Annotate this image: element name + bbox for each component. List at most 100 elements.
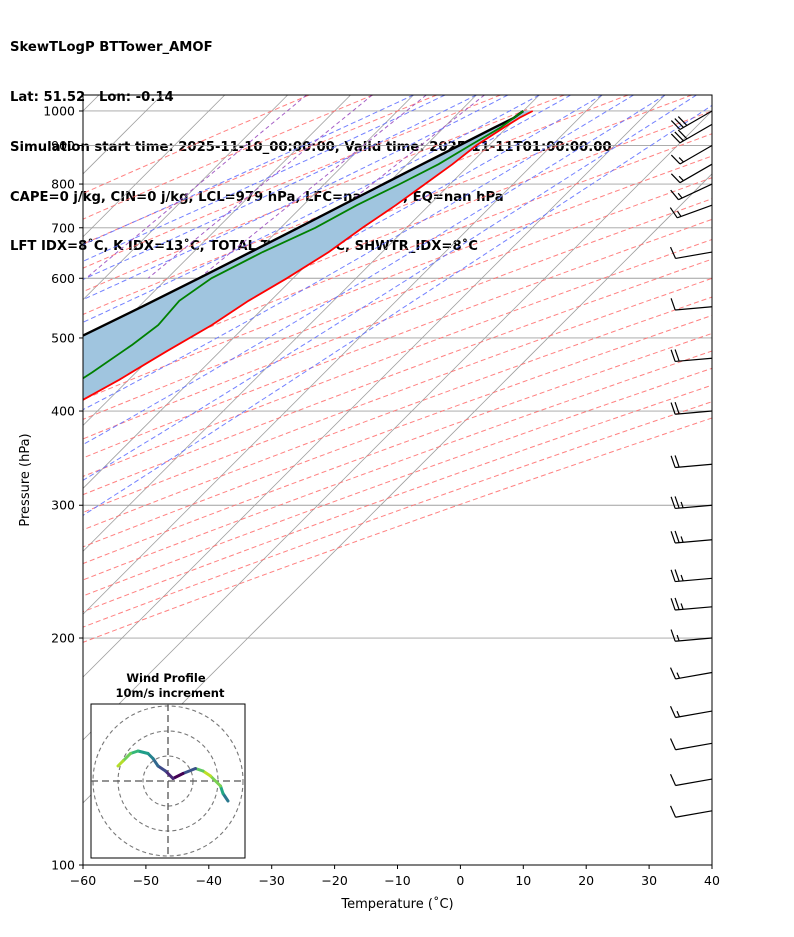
dry-adiabat-line (83, 332, 712, 565)
cape-shading (83, 111, 533, 400)
x-tick-label: 0 (456, 873, 464, 888)
wind-barb (670, 123, 713, 144)
isotherm-line (83, 95, 666, 678)
wind-profile-inset: Wind Profile 10m/s increment (90, 671, 246, 859)
dry-adiabat-line (83, 277, 712, 513)
station-title: SkewTLogP BTTower_AMOF (10, 40, 213, 56)
moist-adiabat-line (83, 95, 634, 411)
background-lines (83, 95, 712, 865)
x-tick-label: 20 (578, 873, 594, 888)
y-tick-label: 500 (51, 330, 75, 345)
dry-adiabat-line (83, 95, 374, 220)
y-tick-label: 200 (51, 631, 75, 646)
wind-barbs (669, 110, 713, 818)
moist-adiabat-line (83, 95, 666, 446)
x-tick-label: 10 (515, 873, 531, 888)
dewpoint-line (83, 110, 524, 380)
inset-title: Wind Profile (126, 671, 206, 685)
cape-fill-layer (83, 111, 533, 400)
x-tick-label: 40 (704, 873, 720, 888)
x-axis-label: Temperature (˚C) (340, 896, 453, 912)
x-tick-label: −30 (259, 873, 285, 888)
dry-adiabat-line (83, 95, 629, 315)
isotherm-line (83, 95, 288, 301)
hodograph-segment (164, 769, 175, 780)
moist-adiabat-line (83, 104, 712, 517)
hodograph-segment (221, 792, 230, 803)
dry-adiabat-line (83, 198, 712, 440)
y-axis-label: Pressure (hPa) (18, 433, 33, 526)
hodograph-segment (171, 772, 185, 780)
y-tick-label: 300 (51, 498, 75, 513)
wind-barb (669, 738, 713, 751)
moist-adiabat-line (83, 95, 571, 349)
parcel-profile-line (83, 110, 525, 337)
x-tick-label: −50 (133, 873, 159, 888)
dry-adiabat-line (83, 95, 565, 293)
y-tick-label: 700 (51, 220, 75, 235)
wind-barb (669, 667, 713, 680)
moist-adiabat-line (83, 95, 697, 481)
wind-barb (669, 204, 713, 219)
y-tick-label: 400 (51, 404, 75, 419)
dry-adiabat-line (83, 367, 712, 597)
wind-barb (670, 569, 713, 583)
x-tick-label: −10 (384, 873, 410, 888)
hodograph-segment (156, 764, 167, 773)
wind-barb (670, 298, 713, 311)
dry-adiabat-line (83, 177, 712, 420)
hodograph-segment (136, 749, 150, 755)
wind-barb (670, 530, 713, 544)
wind-barb (670, 144, 713, 165)
wind-barb (670, 349, 713, 363)
wind-barb (670, 455, 713, 469)
y-tick-label: 1000 (43, 103, 75, 118)
hodograph-segment (181, 767, 197, 775)
mixing-ratio-line (85, 95, 307, 279)
wind-barb (670, 402, 713, 415)
axes: −60 −50 −40 −30 −20 −10 0 10 20 30 40 100 200 300 400 5… (43, 103, 720, 888)
y-tick-label: 900 (51, 138, 75, 153)
hodograph-segment (209, 774, 222, 788)
profile-layer (83, 110, 534, 401)
dry-adiabat-line (83, 401, 712, 628)
isotherm-line (83, 110, 712, 741)
moist-adiabat-line (83, 95, 414, 246)
mixing-ratio-line (198, 95, 427, 279)
hodograph-segment (121, 752, 132, 763)
isotherm-line (83, 95, 226, 238)
moist-adiabat-line (83, 95, 540, 323)
wind-barb (670, 163, 713, 184)
dry-adiabat-line (83, 95, 501, 269)
hodograph-segment (116, 759, 125, 768)
wind-barb (670, 629, 713, 642)
dry-adiabat-line (83, 155, 712, 401)
isotherm-line (83, 95, 540, 552)
wind-barb (669, 805, 713, 818)
x-tick-label: 30 (641, 873, 657, 888)
x-tick-label: −40 (196, 873, 222, 888)
isotherm-line (83, 95, 414, 427)
moist-adiabat-line (83, 95, 509, 301)
dry-adiabat-line (83, 133, 712, 380)
wind-barb (670, 496, 713, 510)
hodograph-segment (151, 757, 160, 768)
wind-barb (670, 110, 713, 130)
wind-barb (669, 773, 713, 787)
x-tick-label: −20 (321, 873, 347, 888)
wind-barb (670, 183, 713, 201)
x-tick-label: −60 (70, 873, 96, 888)
wind-barb (669, 705, 713, 719)
dry-adiabat-line (83, 110, 712, 359)
isotherm-line (83, 95, 351, 364)
wind-barb (670, 597, 713, 611)
dry-adiabat-line (83, 218, 712, 459)
y-tick-label: 600 (51, 271, 75, 286)
convective-parameters: CAPE=0 j/kg, CIN=0 j/kg, LCL=979 hPa, LF… (10, 189, 504, 205)
y-tick-label: 100 (51, 858, 75, 873)
y-tick-label: 800 (51, 177, 75, 192)
hodograph-segment (201, 769, 212, 778)
temperature-line (83, 110, 534, 401)
wind-barb (669, 246, 713, 260)
